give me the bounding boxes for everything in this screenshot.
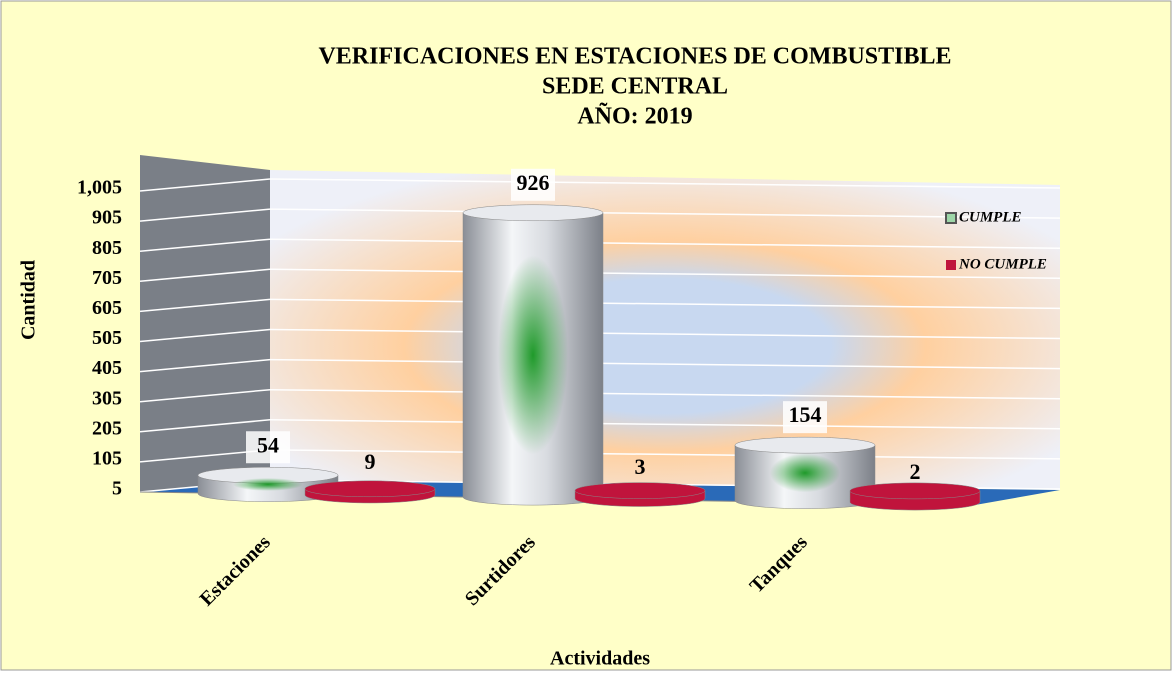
- back-wall: [270, 170, 1060, 490]
- grid-line: [139, 388, 271, 403]
- legend-swatch: [945, 212, 957, 224]
- value-label: 9: [365, 449, 376, 474]
- side-wall: [140, 155, 270, 492]
- bar-glow: [498, 255, 568, 455]
- grid-line: [269, 268, 1061, 280]
- grid-line: [139, 238, 271, 252]
- bar-top: [304, 480, 436, 498]
- value-label-box: [511, 168, 555, 201]
- y-axis-title: Cantidad: [18, 260, 40, 340]
- bar-glow: [233, 478, 303, 491]
- grid-line: [269, 298, 1061, 310]
- value-label: 926: [517, 170, 550, 195]
- grid-line: [269, 238, 1061, 249]
- grid-line: [269, 449, 1061, 460]
- y-tick-label: 905: [92, 207, 122, 229]
- grid-line: [139, 328, 271, 343]
- legend-label: NO CUMPLE: [958, 256, 1047, 272]
- y-tick-label: 805: [92, 237, 122, 259]
- grid-line: [269, 208, 1061, 219]
- value-label-box: [783, 401, 827, 434]
- y-tick-label: 205: [92, 417, 122, 439]
- y-tick-label: 505: [92, 327, 122, 349]
- legend-swatch: [946, 260, 956, 270]
- bar-glow: [770, 453, 840, 493]
- y-tick-label: 305: [92, 387, 122, 409]
- grid-line: [139, 268, 271, 283]
- value-label-box: [246, 431, 290, 464]
- grid-line: [139, 419, 271, 433]
- grid-line: [269, 388, 1061, 400]
- value-label: 2: [910, 459, 921, 484]
- grid-line: [139, 208, 271, 222]
- bar-top: [734, 436, 876, 454]
- grid-line: [139, 178, 271, 192]
- value-label: 3: [635, 454, 646, 479]
- grid-line: [269, 328, 1061, 340]
- grid-line: [269, 358, 1061, 370]
- grid-line: [139, 298, 271, 313]
- bar-top: [462, 204, 604, 222]
- y-tick-label: 1,005: [77, 177, 122, 199]
- x-axis-title: Actividades: [550, 648, 650, 670]
- bar-top: [574, 482, 706, 499]
- y-tick-label: 405: [92, 357, 122, 379]
- y-tick-label: 105: [92, 447, 122, 469]
- value-label: 154: [789, 402, 822, 427]
- bar-top: [849, 482, 981, 500]
- chart-title: VERIFICACIONES EN ESTACIONES DE COMBUSTI…: [318, 44, 951, 70]
- grid-line: [269, 419, 1061, 430]
- y-tick-label: 705: [92, 267, 122, 289]
- grid-line: [269, 178, 1061, 189]
- legend-label: CUMPLE: [959, 209, 1022, 225]
- chart-title: SEDE CENTRAL: [542, 74, 728, 100]
- grid-line: [139, 358, 271, 373]
- y-tick-label: 5: [112, 478, 122, 500]
- chart-title: AÑO: 2019: [577, 104, 692, 130]
- value-label: 54: [257, 432, 279, 457]
- y-tick-label: 605: [92, 297, 122, 319]
